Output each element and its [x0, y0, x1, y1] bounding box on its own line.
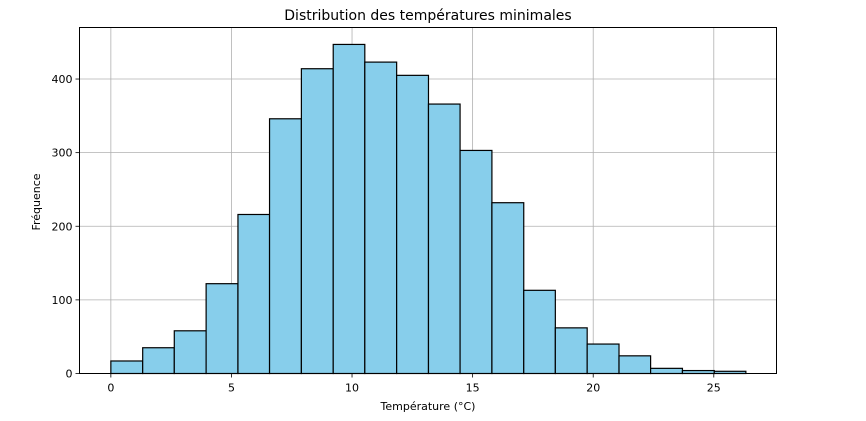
x-tick-label: 15 — [466, 382, 480, 395]
x-tick-label: 5 — [228, 382, 235, 395]
x-tick-label: 20 — [586, 382, 600, 395]
histogram-bars — [110, 43, 747, 375]
histogram-bar — [110, 360, 144, 375]
histogram-bar — [523, 289, 556, 375]
histogram-bar — [173, 330, 207, 375]
histogram-bar — [554, 327, 588, 375]
histogram-bar — [491, 202, 525, 375]
histogram-bar — [427, 103, 461, 375]
histogram-bar — [268, 118, 302, 375]
x-axis-title: Température (°C) — [380, 400, 476, 413]
x-tick-label: 10 — [345, 382, 359, 395]
y-axis-ticks: 0 100 200 300 400 — [52, 73, 80, 381]
chart-title: Distribution des températures minimales — [284, 8, 571, 24]
plot-frame — [79, 27, 777, 374]
histogram-bar — [396, 74, 430, 375]
histogram-bar — [300, 68, 334, 375]
histogram-bar — [459, 149, 493, 375]
histogram-bar — [205, 283, 239, 375]
x-tick-label: 25 — [707, 382, 721, 395]
histogram-bar — [142, 347, 175, 375]
x-tick-label: 0 — [107, 382, 114, 395]
y-tick-label: 100 — [52, 294, 73, 307]
histogram-bar — [650, 367, 684, 375]
y-tick-label: 400 — [52, 73, 73, 86]
y-axis-title: Fréquence — [30, 173, 43, 230]
y-tick-label: 0 — [66, 368, 73, 381]
histogram-bar — [364, 61, 398, 375]
histogram-bar — [332, 43, 366, 375]
y-tick-label: 200 — [52, 220, 73, 233]
x-axis-ticks: 0 5 10 15 20 25 — [107, 373, 721, 395]
histogram-bar — [618, 355, 652, 375]
histogram-bar — [237, 213, 271, 375]
histogram-bar — [586, 343, 620, 375]
y-tick-label: 300 — [52, 147, 73, 160]
